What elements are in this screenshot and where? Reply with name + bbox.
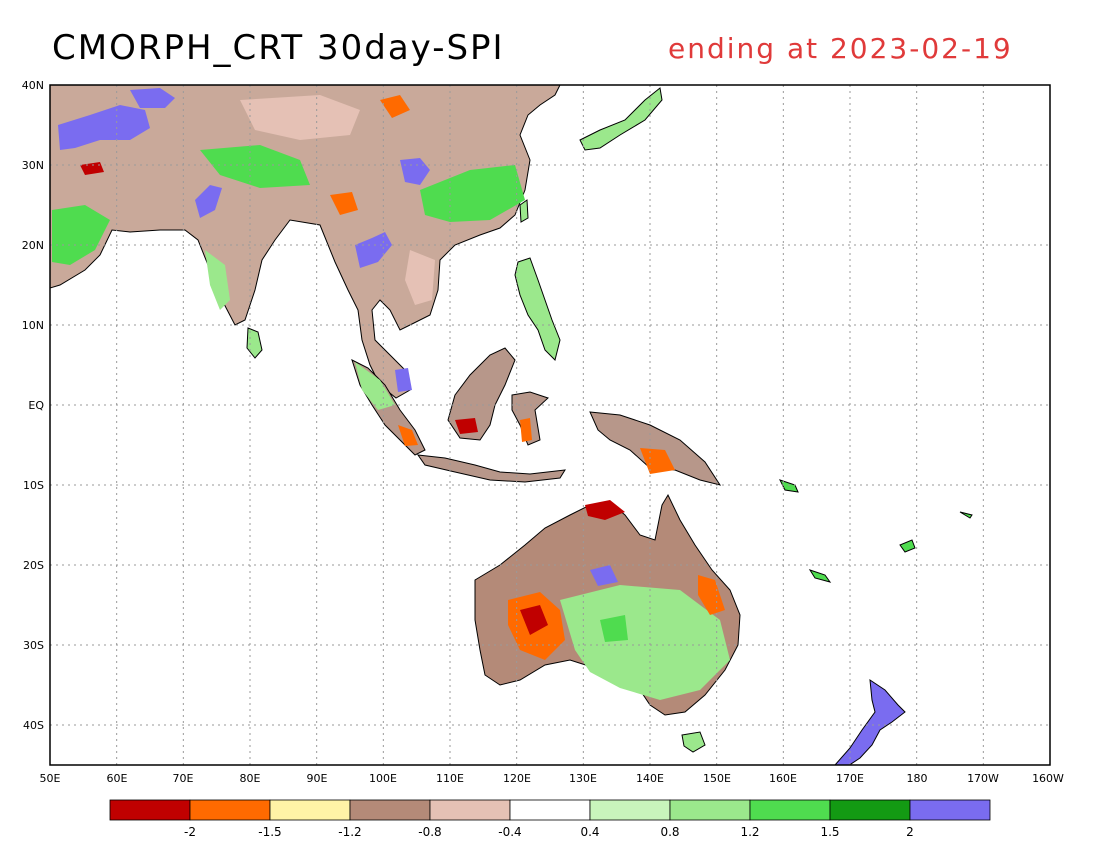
dry-patch bbox=[330, 192, 358, 215]
lon-tick-label: 110E bbox=[436, 772, 464, 785]
lat-tick-label: 20S bbox=[23, 559, 44, 572]
lon-tick-label: 60E bbox=[107, 772, 128, 785]
light-dry-patch bbox=[240, 95, 360, 140]
lat-tick-label: 30S bbox=[23, 639, 44, 652]
lon-tick-label: 140E bbox=[636, 772, 664, 785]
lon-tick-label: 170E bbox=[836, 772, 864, 785]
colorbar-label: 1.2 bbox=[740, 825, 759, 839]
borneo bbox=[447, 347, 516, 441]
wet-patch bbox=[58, 105, 150, 150]
colorbar-label: -0.4 bbox=[498, 825, 521, 839]
green-patch bbox=[205, 250, 230, 310]
java bbox=[416, 454, 566, 483]
green-patch bbox=[52, 205, 110, 265]
taiwan bbox=[519, 199, 529, 223]
green-patch bbox=[200, 145, 310, 188]
colorbar-bin bbox=[189, 799, 271, 821]
dry-patch bbox=[520, 418, 532, 442]
lon-tick-label: 150E bbox=[703, 772, 731, 785]
dry-patch bbox=[640, 448, 675, 474]
dry-patch bbox=[698, 575, 725, 615]
light-dry-patch bbox=[405, 250, 435, 305]
lat-tick-label: 40N bbox=[22, 79, 44, 92]
colorbar-bin bbox=[909, 799, 991, 821]
lon-tick-label: 170W bbox=[967, 772, 999, 785]
land-layer bbox=[50, 85, 973, 765]
map-title: CMORPH_CRT 30day-SPI bbox=[52, 28, 505, 68]
lon-tick-label: 160E bbox=[769, 772, 797, 785]
colorbar: -2 -1.5 -1.2 -0.8 -0.4 0.4 0.8 1.2 1.5 2 bbox=[109, 799, 991, 839]
dry-patch bbox=[398, 425, 418, 446]
colorbar-label: 0.4 bbox=[580, 825, 599, 839]
lon-tick-label: 120E bbox=[503, 772, 531, 785]
tasmania bbox=[681, 731, 706, 753]
colorbar-bin bbox=[269, 799, 351, 821]
wet-patch bbox=[395, 368, 412, 392]
colorbar-bin bbox=[429, 799, 511, 821]
colorbar-bin bbox=[669, 799, 751, 821]
lat-tick-label: 40S bbox=[23, 719, 44, 732]
lon-tick-label: 180 bbox=[907, 772, 928, 785]
green-patch bbox=[600, 615, 628, 642]
colorbar-label: 0.8 bbox=[660, 825, 679, 839]
green-patch bbox=[560, 585, 730, 700]
dry-patch bbox=[520, 605, 548, 635]
colorbar-bin bbox=[749, 799, 831, 821]
map-frame bbox=[49, 84, 1051, 766]
lon-tick-label: 80E bbox=[240, 772, 261, 785]
colorbar-label: 2 bbox=[906, 825, 914, 839]
new-zealand bbox=[834, 678, 906, 765]
colorbar-bin bbox=[109, 799, 191, 821]
colorbar-bin bbox=[349, 799, 431, 821]
dry-patch bbox=[585, 500, 625, 520]
colorbar-label: -1.2 bbox=[338, 825, 361, 839]
colorbar-label: 1.5 bbox=[820, 825, 839, 839]
wet-patch bbox=[195, 185, 222, 218]
dry-patch bbox=[455, 418, 478, 434]
lat-tick-label: EQ bbox=[28, 399, 44, 412]
new-guinea bbox=[589, 411, 722, 486]
dry-patch bbox=[380, 95, 410, 118]
lat-tick-label: 10S bbox=[23, 479, 44, 492]
colorbar-label: -0.8 bbox=[418, 825, 441, 839]
colorbar-label: -1.5 bbox=[258, 825, 281, 839]
green-patch bbox=[355, 362, 395, 410]
wet-patch bbox=[590, 565, 618, 586]
lon-tick-label: 90E bbox=[307, 772, 328, 785]
gridlines bbox=[50, 85, 1050, 765]
sri-lanka bbox=[246, 327, 263, 359]
wet-patch bbox=[130, 88, 175, 108]
lon-tick-label: 50E bbox=[40, 772, 61, 785]
lon-axis: 50E 60E 70E 80E 90E 100E 110E 120E 130E … bbox=[40, 772, 1065, 785]
lon-tick-label: 70E bbox=[173, 772, 194, 785]
lon-tick-label: 100E bbox=[369, 772, 397, 785]
lat-tick-label: 10N bbox=[22, 319, 44, 332]
philippines bbox=[514, 257, 561, 361]
lon-tick-label: 160W bbox=[1032, 772, 1064, 785]
lon-tick-label: 130E bbox=[569, 772, 597, 785]
colorbar-bin bbox=[829, 799, 911, 821]
pacific-islands bbox=[779, 479, 973, 583]
colorbar-bin bbox=[509, 799, 591, 821]
colorbar-bin bbox=[589, 799, 671, 821]
lat-tick-label: 30N bbox=[22, 159, 44, 172]
colorbar-label: -2 bbox=[184, 825, 196, 839]
lat-axis: 40N 30N 20N 10N EQ 10S 20S 30S 40S bbox=[22, 79, 45, 732]
lat-tick-label: 20N bbox=[22, 239, 44, 252]
green-patch bbox=[420, 165, 525, 222]
japan bbox=[579, 87, 663, 151]
map-subtitle: ending at 2023-02-19 bbox=[668, 32, 1013, 65]
wet-patch bbox=[355, 232, 392, 268]
spi-anomaly-patches bbox=[52, 88, 730, 700]
